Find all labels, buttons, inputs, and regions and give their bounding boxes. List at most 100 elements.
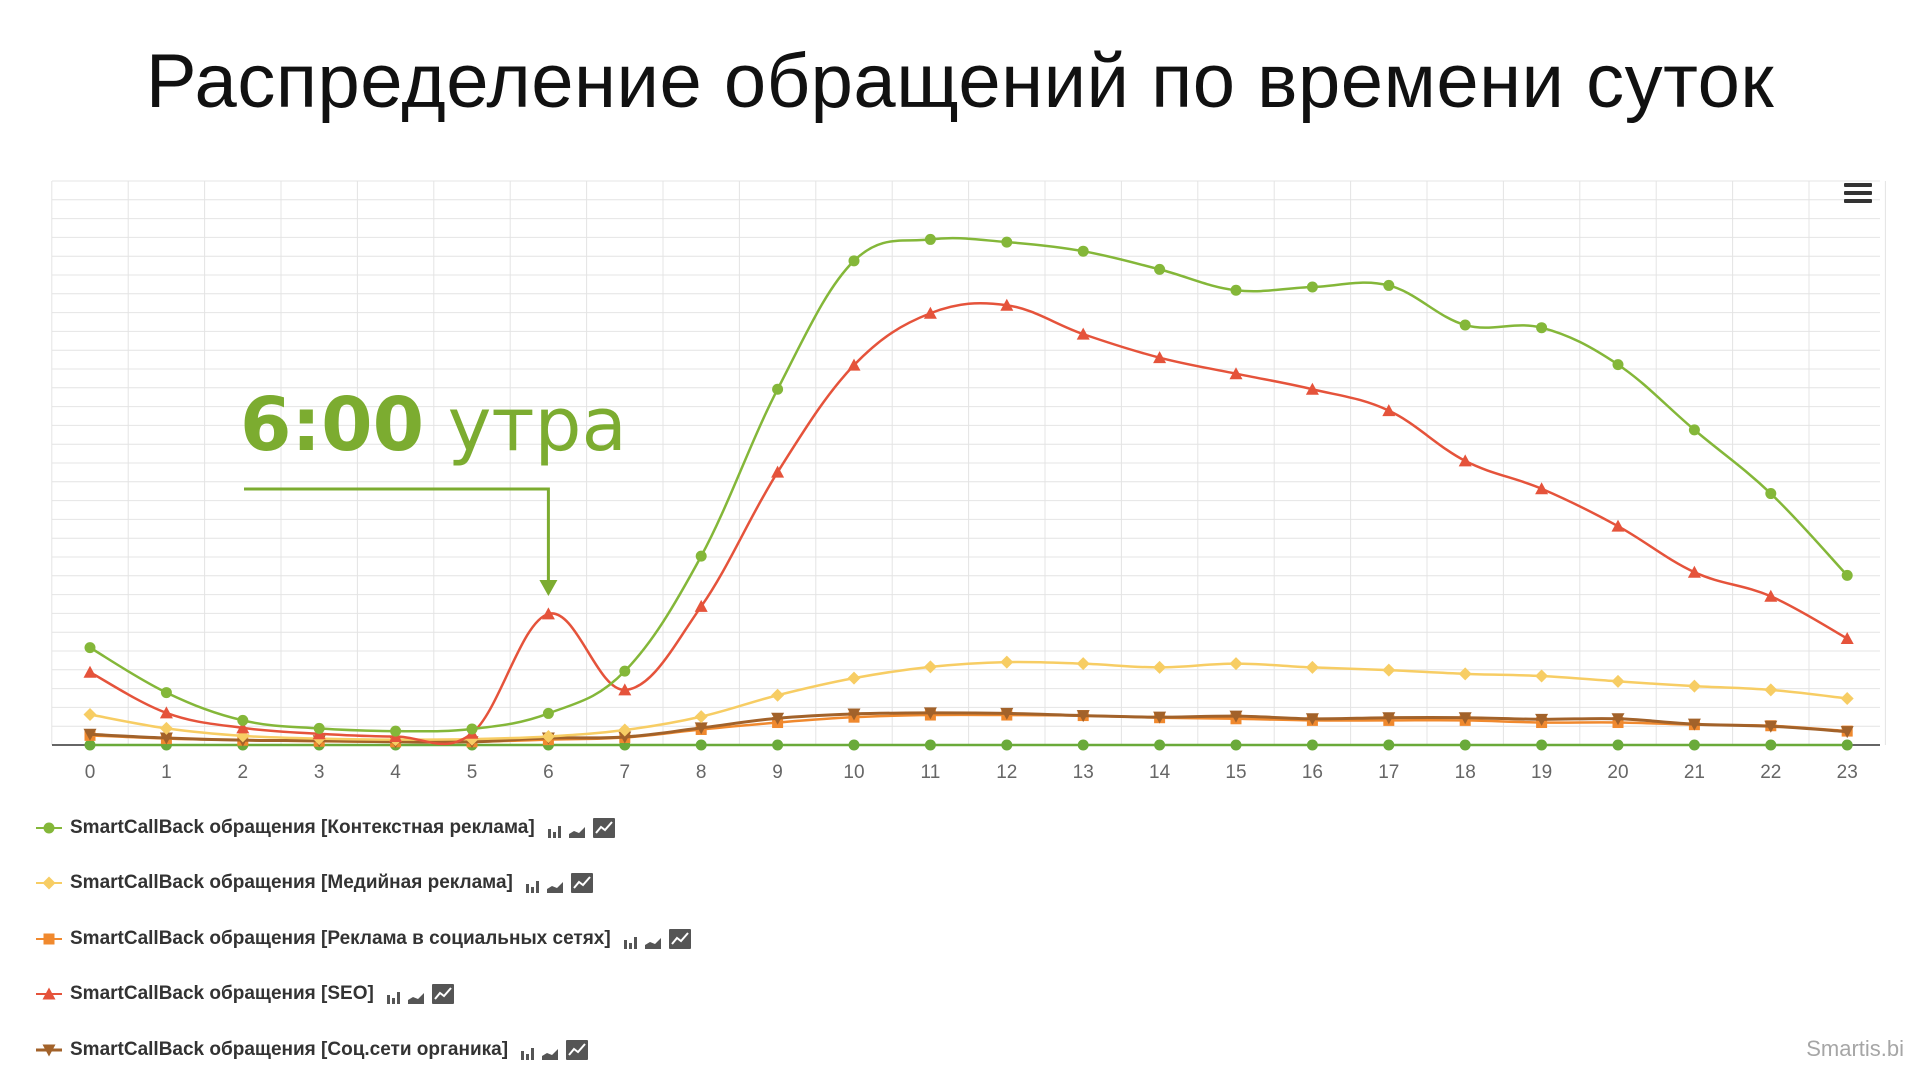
area-chart-icon[interactable] (407, 992, 424, 1005)
data-point[interactable] (159, 721, 173, 735)
data-point[interactable] (1077, 245, 1089, 257)
data-point[interactable] (924, 233, 936, 245)
data-point[interactable] (1612, 739, 1624, 751)
legend-item[interactable]: SmartCallBack обращения [SEO] (36, 967, 936, 1023)
data-point[interactable] (694, 599, 708, 612)
data-point[interactable] (1612, 359, 1624, 371)
data-point[interactable] (1764, 589, 1778, 602)
data-point[interactable] (695, 739, 707, 751)
data-point[interactable] (1305, 382, 1319, 395)
data-point[interactable] (1535, 713, 1549, 726)
data-point[interactable] (237, 714, 249, 726)
data-point[interactable] (1382, 663, 1396, 677)
data-point[interactable] (1687, 718, 1701, 731)
data-point[interactable] (771, 465, 785, 478)
data-point[interactable] (1230, 284, 1242, 296)
chart-menu-button[interactable] (1840, 181, 1876, 211)
data-point[interactable] (1536, 739, 1548, 751)
area-chart-icon[interactable] (542, 1048, 559, 1060)
data-point[interactable] (236, 721, 250, 734)
data-point[interactable] (923, 660, 937, 674)
data-point[interactable] (1536, 322, 1548, 334)
data-point[interactable] (1688, 739, 1700, 751)
data-point[interactable] (1764, 683, 1778, 697)
data-point[interactable] (848, 255, 860, 267)
line-chart-icon[interactable] (566, 1039, 589, 1060)
data-point[interactable] (1687, 565, 1701, 578)
data-point[interactable] (541, 729, 555, 743)
data-point[interactable] (1154, 263, 1166, 275)
data-point[interactable] (1765, 739, 1777, 751)
data-point[interactable] (1076, 657, 1090, 671)
data-point[interactable] (924, 739, 936, 751)
data-point[interactable] (542, 707, 554, 719)
data-point[interactable] (1077, 739, 1089, 751)
data-point[interactable] (1001, 236, 1013, 248)
data-point[interactable] (1229, 710, 1243, 723)
data-point[interactable] (159, 732, 173, 745)
data-point[interactable] (618, 683, 632, 696)
data-point[interactable] (1535, 482, 1549, 495)
data-point[interactable] (1764, 720, 1778, 733)
bar-chart-icon[interactable] (547, 824, 561, 838)
legend-item[interactable]: SmartCallBack обращения [Реклама в социа… (36, 911, 936, 967)
data-point[interactable] (1383, 739, 1395, 751)
area-chart-icon[interactable] (546, 881, 563, 894)
data-point[interactable] (1153, 351, 1167, 364)
data-point[interactable] (1840, 726, 1854, 739)
data-point[interactable] (83, 708, 97, 722)
data-point[interactable] (1382, 404, 1396, 417)
data-point[interactable] (83, 728, 97, 741)
data-point[interactable] (1840, 632, 1854, 645)
data-point[interactable] (1229, 657, 1243, 671)
data-point[interactable] (313, 722, 325, 734)
data-point[interactable] (847, 358, 861, 371)
data-point[interactable] (618, 723, 632, 737)
data-point[interactable] (1840, 691, 1854, 705)
data-point[interactable] (619, 665, 631, 677)
data-point[interactable] (1458, 667, 1472, 681)
bar-chart-icon[interactable] (386, 990, 400, 1005)
data-point[interactable] (771, 712, 785, 725)
data-point[interactable] (1305, 713, 1319, 726)
data-point[interactable] (1306, 281, 1318, 293)
data-point[interactable] (541, 607, 555, 620)
line-chart-icon[interactable] (431, 984, 454, 1005)
data-point[interactable] (1305, 660, 1319, 674)
data-point[interactable] (1000, 298, 1014, 311)
data-point[interactable] (694, 710, 708, 724)
data-point[interactable] (1611, 713, 1625, 726)
data-point[interactable] (694, 722, 708, 735)
bar-chart-icon[interactable] (520, 1046, 535, 1060)
data-point[interactable] (160, 687, 172, 699)
data-point[interactable] (1230, 739, 1242, 751)
data-point[interactable] (1535, 669, 1549, 683)
data-point[interactable] (466, 723, 478, 735)
data-point[interactable] (1459, 319, 1471, 331)
data-point[interactable] (618, 731, 632, 744)
data-point[interactable] (1076, 327, 1090, 340)
data-point[interactable] (1382, 712, 1396, 725)
data-point[interactable] (772, 383, 784, 395)
data-point[interactable] (848, 739, 860, 751)
data-point[interactable] (1000, 655, 1014, 669)
data-point[interactable] (1076, 710, 1090, 723)
bar-chart-icon[interactable] (525, 879, 539, 894)
data-point[interactable] (695, 550, 707, 562)
bar-chart-icon[interactable] (623, 935, 637, 949)
area-chart-icon[interactable] (644, 937, 661, 949)
data-point[interactable] (1458, 712, 1472, 725)
data-point[interactable] (1306, 739, 1318, 751)
legend-item[interactable]: SmartCallBack обращения [Медийная реклам… (36, 856, 936, 912)
data-point[interactable] (1383, 279, 1395, 291)
data-point[interactable] (1229, 367, 1243, 380)
line-chart-icon[interactable] (592, 817, 615, 838)
data-point[interactable] (83, 665, 97, 678)
line-chart-icon[interactable] (668, 928, 691, 949)
area-chart-icon[interactable] (568, 826, 585, 838)
data-point[interactable] (847, 708, 861, 721)
data-point[interactable] (1153, 711, 1167, 724)
data-point[interactable] (1000, 707, 1014, 720)
data-point[interactable] (390, 725, 402, 737)
data-point[interactable] (923, 707, 937, 720)
